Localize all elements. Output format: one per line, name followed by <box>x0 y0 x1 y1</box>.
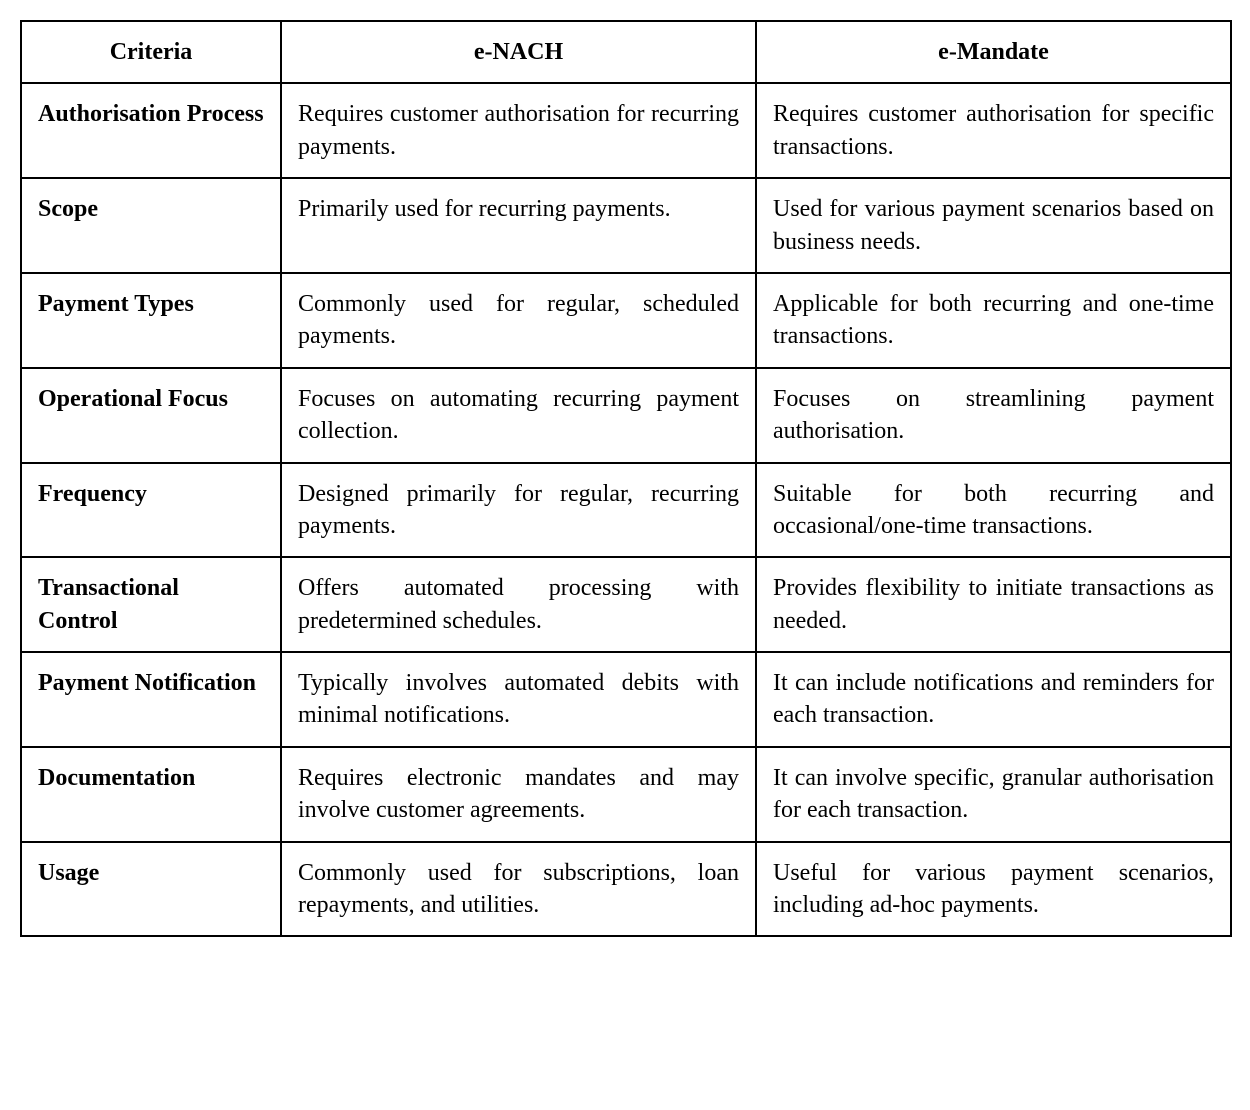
enach-cell: Designed primarily for regular, recurrin… <box>281 463 756 558</box>
criteria-cell: Frequency <box>21 463 281 558</box>
criteria-cell: Usage <box>21 842 281 937</box>
criteria-cell: Authorisation Process <box>21 83 281 178</box>
criteria-cell: Payment Types <box>21 273 281 368</box>
table-row: Usage Commonly used for subscriptions, l… <box>21 842 1231 937</box>
emandate-cell: Suitable for both recurring and occasion… <box>756 463 1231 558</box>
table-row: Scope Primarily used for recurring payme… <box>21 178 1231 273</box>
emandate-cell: Requires customer authorisation for spec… <box>756 83 1231 178</box>
header-enach: e-NACH <box>281 21 756 83</box>
criteria-cell: Payment Notification <box>21 652 281 747</box>
enach-cell: Primarily used for recurring payments. <box>281 178 756 273</box>
criteria-cell: Operational Focus <box>21 368 281 463</box>
header-criteria: Criteria <box>21 21 281 83</box>
enach-cell: Commonly used for regular, scheduled pay… <box>281 273 756 368</box>
table-row: Payment Types Commonly used for regular,… <box>21 273 1231 368</box>
table-row: Authorisation Process Requires customer … <box>21 83 1231 178</box>
emandate-cell: It can involve specific, granular author… <box>756 747 1231 842</box>
enach-cell: Requires electronic mandates and may inv… <box>281 747 756 842</box>
emandate-cell: Applicable for both recurring and one-ti… <box>756 273 1231 368</box>
enach-cell: Commonly used for subscriptions, loan re… <box>281 842 756 937</box>
comparison-table: Criteria e-NACH e-Mandate Authorisation … <box>20 20 1232 937</box>
table-row: Transactional Control Offers automated p… <box>21 557 1231 652</box>
criteria-cell: Documentation <box>21 747 281 842</box>
criteria-cell: Transactional Control <box>21 557 281 652</box>
enach-cell: Typically involves automated debits with… <box>281 652 756 747</box>
emandate-cell: Provides flexibility to initiate transac… <box>756 557 1231 652</box>
enach-cell: Requires customer authorisation for recu… <box>281 83 756 178</box>
emandate-cell: It can include notifications and reminde… <box>756 652 1231 747</box>
enach-cell: Offers automated processing with predete… <box>281 557 756 652</box>
emandate-cell: Used for various payment scenarios based… <box>756 178 1231 273</box>
table-row: Documentation Requires electronic mandat… <box>21 747 1231 842</box>
emandate-cell: Focuses on streamlining payment authoris… <box>756 368 1231 463</box>
table-row: Frequency Designed primarily for regular… <box>21 463 1231 558</box>
header-emandate: e-Mandate <box>756 21 1231 83</box>
table-body: Authorisation Process Requires customer … <box>21 83 1231 936</box>
table-header-row: Criteria e-NACH e-Mandate <box>21 21 1231 83</box>
criteria-cell: Scope <box>21 178 281 273</box>
table-row: Operational Focus Focuses on automating … <box>21 368 1231 463</box>
enach-cell: Focuses on automating recurring payment … <box>281 368 756 463</box>
table-row: Payment Notification Typically involves … <box>21 652 1231 747</box>
emandate-cell: Useful for various payment scenarios, in… <box>756 842 1231 937</box>
